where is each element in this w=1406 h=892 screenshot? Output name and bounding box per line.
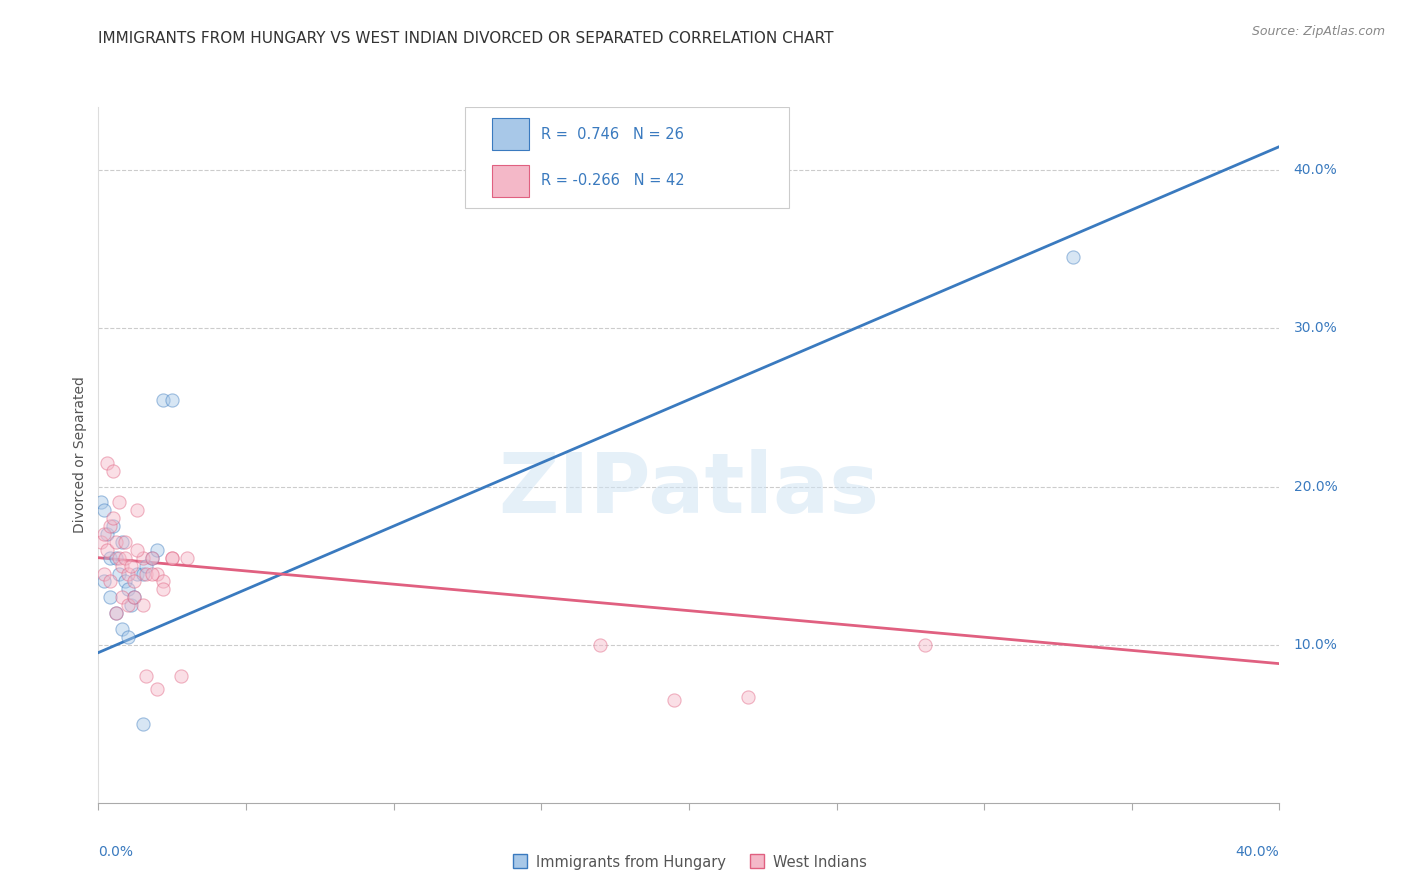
Point: [737, 690, 759, 704]
Point: [146, 681, 169, 696]
Point: [135, 669, 157, 683]
Point: [114, 550, 136, 565]
Point: [93, 566, 115, 581]
Text: 20.0%: 20.0%: [1294, 480, 1337, 493]
Point: [108, 495, 131, 509]
Point: [103, 519, 125, 533]
Point: [132, 550, 155, 565]
Bar: [492, 165, 530, 196]
Point: [152, 574, 174, 589]
Text: R = -0.266   N = 42: R = -0.266 N = 42: [541, 173, 685, 188]
Point: [96, 542, 118, 557]
Point: [108, 550, 131, 565]
Text: 10.0%: 10.0%: [1294, 638, 1337, 652]
Point: [98, 574, 121, 589]
Legend: Immigrants from Hungary, West Indians: Immigrants from Hungary, West Indians: [505, 849, 873, 876]
Point: [103, 464, 125, 478]
Point: [141, 550, 163, 565]
Point: [98, 591, 121, 605]
Text: R =  0.746   N = 26: R = 0.746 N = 26: [541, 127, 685, 142]
Text: IMMIGRANTS FROM HUNGARY VS WEST INDIAN DIVORCED OR SEPARATED CORRELATION CHART: IMMIGRANTS FROM HUNGARY VS WEST INDIAN D…: [98, 31, 834, 46]
Point: [132, 716, 155, 731]
Point: [93, 574, 115, 589]
Point: [108, 566, 131, 581]
Point: [93, 503, 115, 517]
Point: [105, 606, 128, 620]
Point: [162, 550, 183, 565]
Point: [141, 550, 163, 565]
Point: [146, 542, 169, 557]
Point: [111, 534, 134, 549]
Text: 30.0%: 30.0%: [1294, 321, 1337, 335]
Point: [117, 566, 139, 581]
Point: [122, 591, 145, 605]
Point: [105, 606, 128, 620]
Point: [117, 630, 139, 644]
Text: 40.0%: 40.0%: [1236, 845, 1279, 858]
Point: [135, 558, 157, 573]
Point: [162, 550, 183, 565]
Point: [120, 598, 142, 612]
Point: [162, 392, 183, 407]
Point: [111, 622, 134, 636]
Point: [90, 534, 112, 549]
Point: [152, 392, 174, 407]
Point: [125, 566, 148, 581]
Text: ZIPatlas: ZIPatlas: [499, 450, 879, 530]
Point: [125, 503, 148, 517]
Point: [132, 566, 155, 581]
Point: [122, 574, 145, 589]
Point: [103, 511, 125, 525]
Point: [105, 550, 128, 565]
Point: [1062, 250, 1084, 264]
Point: [111, 591, 134, 605]
Point: [141, 566, 163, 581]
Point: [105, 534, 128, 549]
Point: [152, 582, 174, 597]
Point: [914, 638, 936, 652]
Text: Source: ZipAtlas.com: Source: ZipAtlas.com: [1251, 25, 1385, 38]
Point: [125, 542, 148, 557]
Point: [170, 669, 193, 683]
Point: [122, 591, 145, 605]
Point: [135, 566, 157, 581]
Point: [132, 598, 155, 612]
Point: [120, 558, 142, 573]
Point: [98, 519, 121, 533]
Point: [111, 558, 134, 573]
Point: [589, 638, 612, 652]
Point: [90, 495, 112, 509]
Y-axis label: Divorced or Separated: Divorced or Separated: [73, 376, 87, 533]
Point: [117, 598, 139, 612]
Point: [96, 527, 118, 541]
Point: [664, 693, 686, 707]
Point: [176, 550, 198, 565]
Point: [93, 527, 115, 541]
Point: [114, 574, 136, 589]
Point: [146, 566, 169, 581]
Text: 0.0%: 0.0%: [98, 845, 134, 858]
Point: [98, 550, 121, 565]
Point: [117, 582, 139, 597]
FancyBboxPatch shape: [464, 107, 789, 208]
Point: [96, 456, 118, 470]
Bar: [492, 119, 530, 150]
Text: 40.0%: 40.0%: [1294, 163, 1337, 178]
Point: [114, 534, 136, 549]
